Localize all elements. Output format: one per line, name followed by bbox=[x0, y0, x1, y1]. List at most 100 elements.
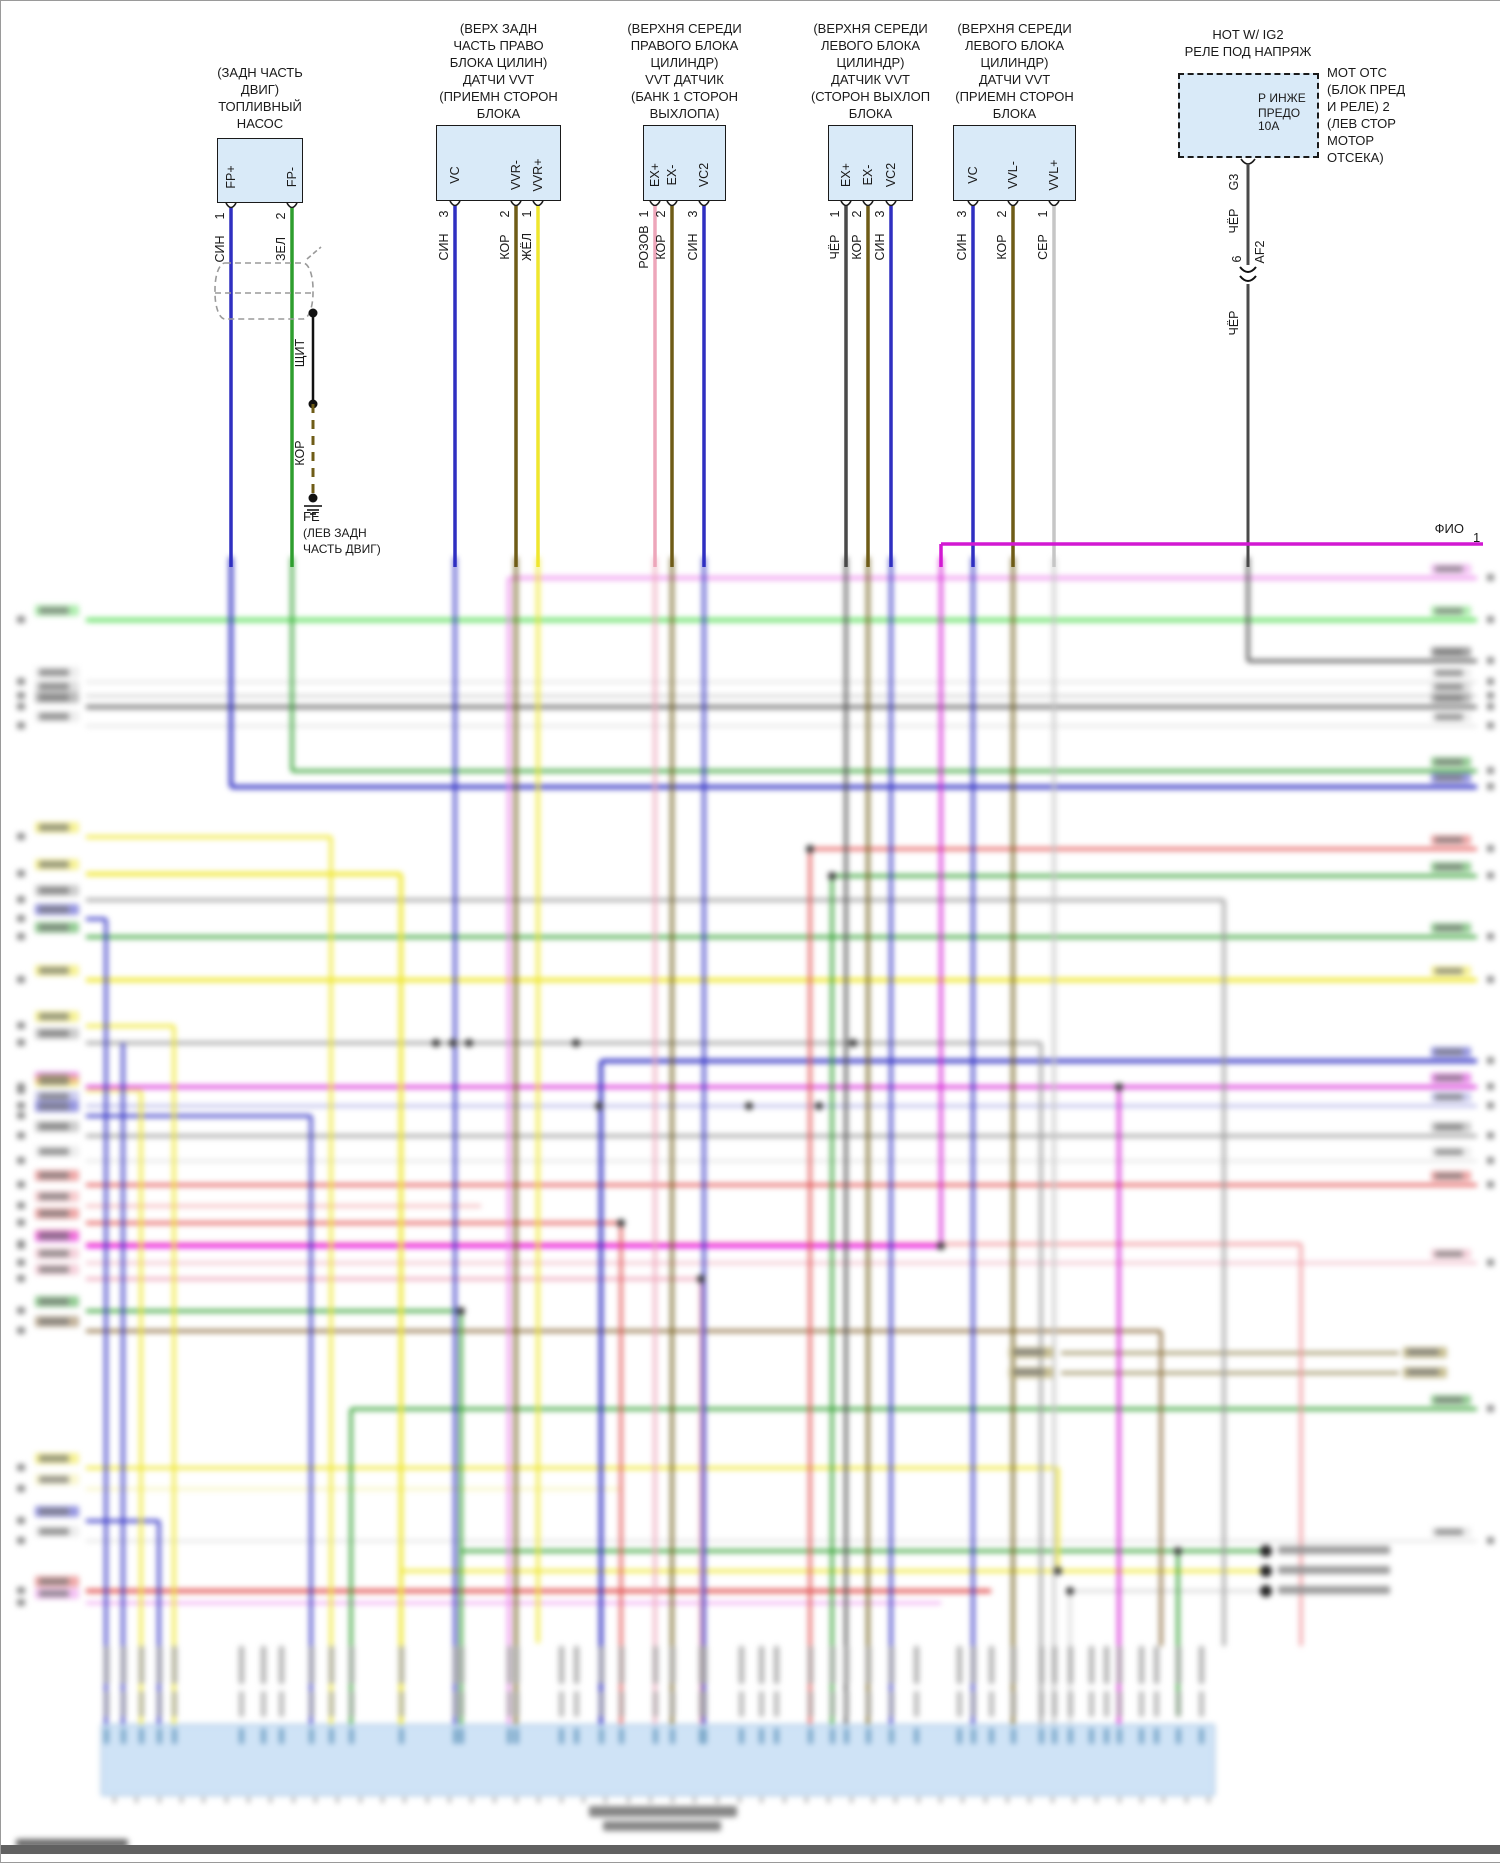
label-chip bbox=[121, 1728, 126, 1744]
label-chip bbox=[1117, 1691, 1122, 1717]
label-chip bbox=[1435, 1149, 1463, 1155]
label-chip bbox=[1435, 566, 1463, 572]
pin-label: EX+ bbox=[839, 163, 853, 187]
pin-label: VC bbox=[448, 166, 462, 184]
fusebox-location-line4: (ЛЕВ СТОР bbox=[1327, 116, 1396, 131]
symbol bbox=[666, 200, 678, 207]
connector-title-line: (ПРИЕМН СТОРОН bbox=[955, 89, 1074, 104]
connector-title-line: ЛЕВОГО БЛОКА bbox=[820, 38, 921, 53]
label-chip bbox=[1435, 1173, 1463, 1179]
label-chip bbox=[507, 1728, 512, 1744]
label-chip bbox=[1039, 1728, 1044, 1744]
wire-pin-number: 2 bbox=[995, 210, 1009, 218]
label-chip bbox=[1207, 1797, 1210, 1803]
label-chip bbox=[17, 1464, 25, 1471]
label-chip bbox=[39, 1193, 69, 1200]
label-chip bbox=[1006, 1797, 1010, 1803]
label-chip bbox=[699, 1691, 704, 1717]
label-chip bbox=[16, 1839, 128, 1848]
label-chip bbox=[1487, 1259, 1494, 1266]
ground-location-line1: (ЛЕВ ЗАДН bbox=[303, 526, 367, 540]
label-chip bbox=[774, 1691, 779, 1717]
label-chip bbox=[739, 1691, 744, 1717]
pin-label: EX+ bbox=[648, 163, 662, 187]
label-chip bbox=[1435, 714, 1463, 720]
label-chip bbox=[1140, 1797, 1144, 1803]
fio-pin-number: 1 bbox=[1473, 530, 1481, 545]
wire-color-label: КОР bbox=[654, 234, 668, 260]
label-chip bbox=[121, 1691, 126, 1717]
label-chip bbox=[246, 1797, 250, 1803]
wire-color-label: ЧЁР bbox=[828, 234, 842, 260]
label-chip bbox=[1089, 1691, 1094, 1717]
pin-label: VVR- bbox=[509, 160, 523, 190]
connector-title-line: ЦИЛИНДР) bbox=[980, 55, 1049, 70]
label-chip bbox=[17, 870, 25, 877]
wire-pin-number: 3 bbox=[686, 210, 700, 218]
label-chip bbox=[1052, 1646, 1057, 1684]
pin-label: FP- bbox=[285, 166, 299, 188]
connector-title-line: ДАТЧИ VVT bbox=[978, 72, 1051, 87]
fusebox-location-line5: МОТОР bbox=[1327, 133, 1375, 148]
label-chip bbox=[39, 1233, 69, 1240]
fuse-box bbox=[1178, 73, 1319, 158]
label-chip bbox=[916, 1797, 920, 1803]
label-chip bbox=[507, 1646, 512, 1684]
label-chip bbox=[492, 1797, 496, 1803]
junction-dot bbox=[465, 1039, 473, 1047]
label-chip bbox=[425, 1797, 429, 1803]
label-chip bbox=[1487, 1132, 1494, 1139]
label-chip bbox=[39, 1590, 69, 1597]
label-chip bbox=[39, 887, 69, 894]
label-chip bbox=[1139, 1728, 1144, 1744]
label-chip bbox=[1052, 1691, 1057, 1717]
label-chip bbox=[738, 1797, 742, 1803]
label-chip bbox=[759, 1646, 764, 1684]
junction-dot bbox=[432, 1039, 440, 1047]
label-chip bbox=[1117, 1728, 1122, 1744]
symbol bbox=[225, 202, 237, 209]
label-chip bbox=[1117, 1646, 1122, 1684]
label-chip bbox=[179, 1797, 183, 1803]
label-chip bbox=[619, 1728, 624, 1744]
label-chip bbox=[104, 1691, 109, 1717]
connector-title-line: (СТОРОН ВЫХЛОП bbox=[810, 89, 931, 104]
label-chip bbox=[1435, 1075, 1463, 1081]
label-chip bbox=[157, 1691, 162, 1717]
symbol bbox=[214, 262, 314, 320]
label-chip bbox=[17, 1259, 25, 1266]
inline-connector-name: AF2 bbox=[1253, 240, 1267, 264]
junction-dot bbox=[1066, 1587, 1074, 1595]
label-chip bbox=[39, 1476, 69, 1483]
wire-pin-number: 2 bbox=[654, 210, 668, 218]
label-chip bbox=[599, 1691, 604, 1717]
label-chip bbox=[17, 678, 25, 685]
label-chip bbox=[329, 1646, 334, 1684]
symbol bbox=[649, 200, 661, 207]
connector-title-line: ЦИЛИНДР) bbox=[836, 55, 905, 70]
label-chip bbox=[626, 1797, 630, 1803]
junction-dot bbox=[697, 1275, 705, 1283]
label-chip bbox=[1050, 1797, 1054, 1803]
label-chip bbox=[514, 1691, 519, 1717]
connector-title-line: ДВИГ) bbox=[240, 82, 280, 97]
label-chip bbox=[581, 1797, 585, 1803]
pin-label: VC2 bbox=[884, 162, 898, 188]
ground-location-line2: ЧАСТЬ ДВИГ) bbox=[303, 542, 381, 556]
label-chip bbox=[17, 703, 25, 710]
label-chip bbox=[1435, 925, 1463, 931]
inline-connector-pin: 6 bbox=[1230, 255, 1244, 263]
label-chip bbox=[313, 1797, 317, 1803]
label-chip bbox=[17, 1327, 25, 1334]
wire-color-label: СИН bbox=[955, 233, 969, 261]
label-chip bbox=[1052, 1728, 1057, 1744]
label-chip bbox=[1139, 1691, 1144, 1717]
pin-label: EX- bbox=[861, 164, 875, 186]
connector-box bbox=[643, 125, 726, 201]
label-chip bbox=[830, 1691, 835, 1717]
label-chip bbox=[1089, 1646, 1094, 1684]
label-chip bbox=[1095, 1797, 1099, 1803]
label-chip bbox=[589, 1806, 737, 1817]
wire-color-label: СИН bbox=[686, 233, 700, 261]
label-chip bbox=[17, 1219, 25, 1226]
